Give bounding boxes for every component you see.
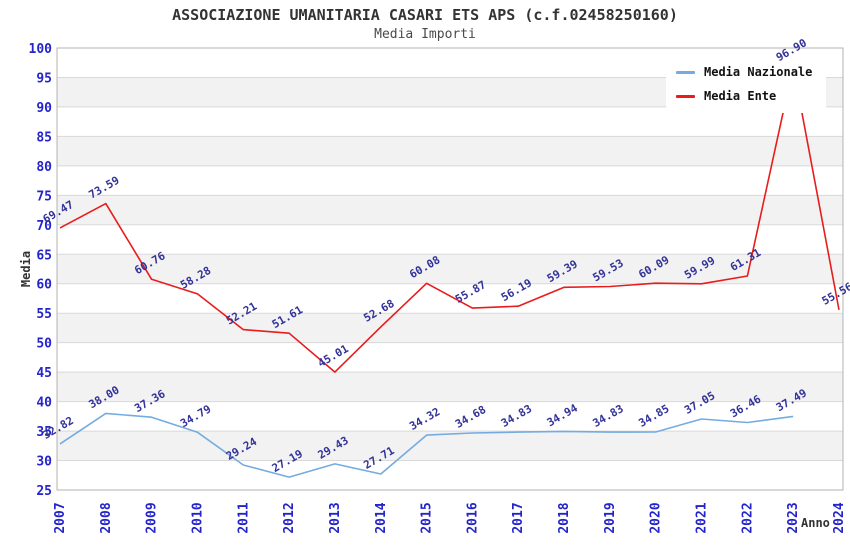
legend-label: Media Nazionale xyxy=(704,65,813,79)
y-axis-title: Media xyxy=(19,251,33,287)
plot-band xyxy=(57,136,843,166)
series-line-media-nazionale xyxy=(59,412,794,478)
x-tick-label: 2014 xyxy=(374,502,389,533)
x-tick-label: 2021 xyxy=(695,502,710,533)
plot-band xyxy=(57,372,843,402)
y-tick-label: 45 xyxy=(36,366,52,381)
x-tick-label: 2009 xyxy=(145,502,160,533)
legend-item-media-ente: Media Ente xyxy=(676,89,812,103)
x-tick-label: 2024 xyxy=(832,502,847,533)
y-tick-label: 65 xyxy=(36,248,52,263)
plot-band xyxy=(57,165,843,196)
chart-subtitle: Media Importi xyxy=(374,27,476,42)
plot-band xyxy=(57,195,843,225)
x-tick-label: 2022 xyxy=(740,502,755,533)
chart-legend: Media Nazionale Media Ente xyxy=(666,56,827,113)
x-axis-title: Anno xyxy=(801,516,830,530)
y-tick-label: 100 xyxy=(29,42,53,57)
y-tick-label: 70 xyxy=(36,219,52,234)
y-tick-label: 75 xyxy=(36,189,52,204)
plot-band xyxy=(57,313,843,343)
y-tick-label: 25 xyxy=(36,484,52,499)
plot-band xyxy=(57,254,843,284)
plot-band xyxy=(57,283,843,314)
legend-item-media-nazionale: Media Nazionale xyxy=(676,65,812,79)
y-tick-label: 90 xyxy=(36,101,52,116)
red-line-icon xyxy=(676,94,695,98)
x-tick-label: 2023 xyxy=(786,502,801,533)
x-tick-label: 2010 xyxy=(190,502,205,533)
plot-band xyxy=(57,224,843,255)
plot-band xyxy=(57,431,843,461)
x-tick-label: 2015 xyxy=(420,502,435,533)
x-tick-label: 2011 xyxy=(236,502,251,533)
plot-band xyxy=(57,460,843,490)
y-tick-label: 40 xyxy=(36,396,52,411)
legend-label: Media Ente xyxy=(704,89,777,103)
x-tick-label: 2008 xyxy=(99,502,114,533)
x-tick-label: 2020 xyxy=(649,502,664,533)
y-tick-label: 80 xyxy=(36,160,52,175)
y-tick-label: 55 xyxy=(36,307,52,322)
y-tick-label: 30 xyxy=(36,455,52,470)
plot-border xyxy=(56,47,844,491)
y-tick-label: 95 xyxy=(36,71,52,86)
series-line-media-ente xyxy=(59,65,840,373)
x-tick-label: 2013 xyxy=(328,502,343,533)
y-tick-label: 85 xyxy=(36,130,52,145)
y-tick-label: 35 xyxy=(36,425,52,440)
x-tick-label: 2012 xyxy=(282,502,297,533)
x-tick-label: 2017 xyxy=(511,502,526,533)
y-tick-label: 50 xyxy=(36,337,52,352)
x-tick-label: 2016 xyxy=(465,502,480,533)
x-tick-label: 2018 xyxy=(557,502,572,533)
x-tick-label: 2019 xyxy=(603,502,618,533)
plot-band xyxy=(57,342,843,373)
chart-title: ASSOCIAZIONE UMANITARIA CASARI ETS APS (… xyxy=(172,6,678,24)
blue-line-icon xyxy=(676,70,695,74)
x-tick-label: 2007 xyxy=(53,502,68,533)
plot-band xyxy=(57,401,843,432)
y-tick-label: 60 xyxy=(36,278,52,293)
